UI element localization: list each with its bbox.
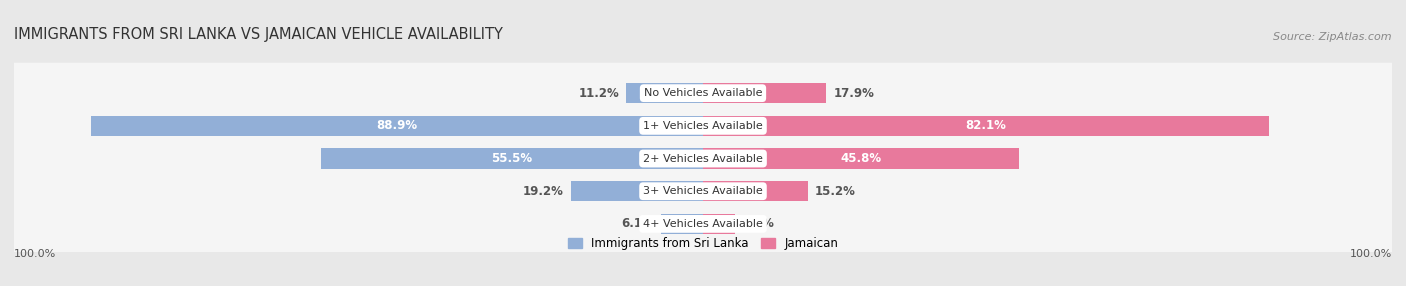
- Bar: [703, 83, 827, 103]
- Text: 4+ Vehicles Available: 4+ Vehicles Available: [643, 219, 763, 229]
- FancyBboxPatch shape: [0, 63, 1406, 124]
- Text: 1+ Vehicles Available: 1+ Vehicles Available: [643, 121, 763, 131]
- FancyBboxPatch shape: [0, 96, 1406, 156]
- Text: 100.0%: 100.0%: [1350, 249, 1392, 259]
- Text: 55.5%: 55.5%: [491, 152, 533, 165]
- Text: 15.2%: 15.2%: [814, 185, 855, 198]
- Bar: [703, 148, 1018, 169]
- FancyBboxPatch shape: [0, 194, 1406, 254]
- Bar: [626, 83, 703, 103]
- Bar: [661, 214, 703, 234]
- Text: 17.9%: 17.9%: [834, 87, 875, 100]
- Text: IMMIGRANTS FROM SRI LANKA VS JAMAICAN VEHICLE AVAILABILITY: IMMIGRANTS FROM SRI LANKA VS JAMAICAN VE…: [14, 27, 503, 41]
- Text: Source: ZipAtlas.com: Source: ZipAtlas.com: [1274, 31, 1392, 41]
- FancyBboxPatch shape: [0, 161, 1406, 222]
- FancyBboxPatch shape: [0, 128, 1406, 189]
- Bar: [90, 116, 703, 136]
- Text: 19.2%: 19.2%: [523, 185, 564, 198]
- Legend: Immigrants from Sri Lanka, Jamaican: Immigrants from Sri Lanka, Jamaican: [568, 237, 838, 250]
- Text: 2+ Vehicles Available: 2+ Vehicles Available: [643, 154, 763, 164]
- Bar: [703, 116, 1268, 136]
- Text: 88.9%: 88.9%: [377, 119, 418, 132]
- Text: 82.1%: 82.1%: [966, 119, 1007, 132]
- Text: 100.0%: 100.0%: [14, 249, 56, 259]
- Text: 4.6%: 4.6%: [741, 217, 775, 231]
- Text: 3+ Vehicles Available: 3+ Vehicles Available: [643, 186, 763, 196]
- Text: No Vehicles Available: No Vehicles Available: [644, 88, 762, 98]
- Text: 11.2%: 11.2%: [578, 87, 619, 100]
- Bar: [321, 148, 703, 169]
- Text: 6.1%: 6.1%: [621, 217, 654, 231]
- Bar: [703, 214, 735, 234]
- Bar: [703, 181, 807, 201]
- Text: 45.8%: 45.8%: [841, 152, 882, 165]
- Bar: [571, 181, 703, 201]
